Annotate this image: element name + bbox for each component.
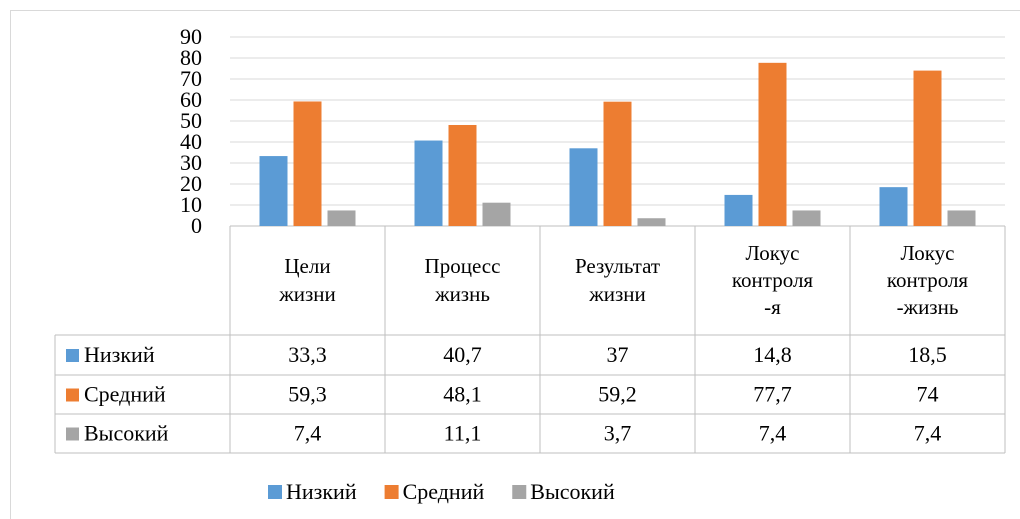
bar	[448, 124, 477, 226]
row-label: Высокий	[84, 421, 169, 446]
bar	[758, 62, 787, 226]
y-tick-label: 80	[180, 45, 202, 70]
y-tick-label: 0	[191, 213, 202, 238]
x-tick-label: Локус контроля -я	[731, 240, 814, 320]
bar	[879, 187, 908, 226]
legend-swatch	[384, 485, 399, 499]
y-tick-label: 20	[180, 171, 202, 196]
table-cell: 14,8	[753, 342, 792, 367]
y-tick-label: 10	[180, 192, 202, 217]
legend-label: Низкий	[286, 479, 357, 504]
table-cell: 7,4	[914, 421, 942, 446]
y-tick-label: 60	[180, 87, 202, 112]
bar	[293, 101, 322, 226]
legend-swatch	[268, 485, 282, 499]
bar	[913, 70, 942, 226]
legend-swatch	[512, 485, 527, 499]
y-tick-label: 70	[180, 66, 202, 91]
x-tick-label: Цели жизни	[279, 254, 336, 306]
bar	[414, 140, 443, 226]
y-tick-label: 50	[180, 108, 202, 133]
row-label: Низкий	[84, 342, 155, 367]
y-tick-label: 90	[180, 24, 202, 49]
table-cell: 77,7	[753, 382, 792, 407]
table-cell: 40,7	[443, 342, 482, 367]
table-cell: 3,7	[604, 421, 632, 446]
table-cell: 11,1	[444, 421, 482, 446]
bar	[569, 148, 598, 226]
legend-swatch	[66, 388, 79, 402]
legend-swatch	[66, 349, 79, 362]
bar	[482, 202, 511, 226]
table-cell: 48,1	[443, 382, 482, 407]
bar	[259, 156, 288, 226]
table-cell: 59,3	[288, 382, 327, 407]
table-cell: 7,4	[759, 421, 787, 446]
table-cell: 33,3	[288, 342, 327, 367]
bar	[327, 210, 356, 226]
table-cell: 37	[607, 342, 629, 367]
bar	[724, 194, 753, 226]
y-tick-label: 30	[180, 150, 202, 175]
bar	[947, 210, 976, 226]
legend-label: Средний	[403, 479, 485, 504]
table-cell: 18,5	[908, 342, 947, 367]
y-tick-label: 40	[180, 129, 202, 154]
bar	[603, 101, 632, 226]
table-cell: 59,2	[598, 382, 637, 407]
table-cell: 74	[917, 382, 939, 407]
x-tick-label: Локус контроля -жизнь	[886, 240, 969, 320]
chart-border	[10, 10, 1020, 519]
bar	[792, 210, 821, 226]
x-tick-label: Результат жизни	[574, 254, 661, 306]
legend-label: Высокий	[530, 479, 615, 504]
bar	[637, 218, 666, 226]
table-cell: 7,4	[294, 421, 322, 446]
row-label: Средний	[84, 382, 166, 407]
legend-swatch	[66, 427, 79, 441]
x-tick-label: Процесс жизнь	[424, 254, 501, 306]
